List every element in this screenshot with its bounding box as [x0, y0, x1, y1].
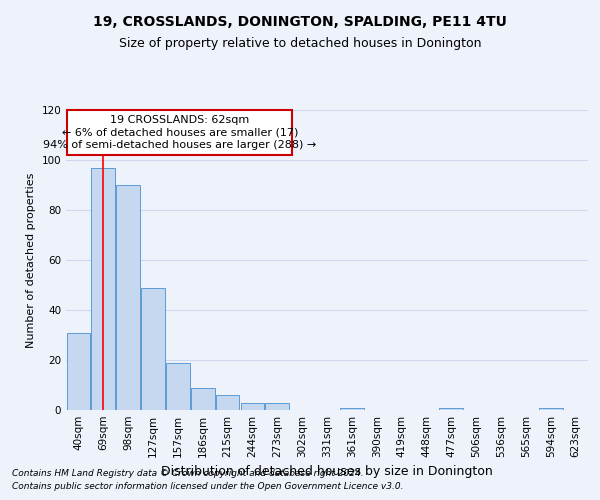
Bar	[141, 288, 165, 410]
Text: ← 6% of detached houses are smaller (17): ← 6% of detached houses are smaller (17)	[62, 128, 298, 138]
Bar	[340, 408, 364, 410]
Bar	[439, 408, 463, 410]
Text: Size of property relative to detached houses in Donington: Size of property relative to detached ho…	[119, 38, 481, 51]
Text: 94% of semi-detached houses are larger (288) →: 94% of semi-detached houses are larger (…	[43, 140, 316, 150]
Bar	[539, 408, 563, 410]
Y-axis label: Number of detached properties: Number of detached properties	[26, 172, 36, 348]
Bar	[241, 402, 264, 410]
Bar	[191, 388, 215, 410]
Bar	[91, 168, 115, 410]
X-axis label: Distribution of detached houses by size in Donington: Distribution of detached houses by size …	[161, 466, 493, 478]
Bar	[265, 402, 289, 410]
Text: 19 CROSSLANDS: 62sqm: 19 CROSSLANDS: 62sqm	[110, 115, 250, 125]
Text: Contains public sector information licensed under the Open Government Licence v3: Contains public sector information licen…	[12, 482, 404, 491]
Bar	[216, 395, 239, 410]
Bar	[67, 332, 90, 410]
Bar	[116, 185, 140, 410]
Text: Contains HM Land Registry data © Crown copyright and database right 2024.: Contains HM Land Registry data © Crown c…	[12, 468, 364, 477]
Bar	[166, 362, 190, 410]
FancyBboxPatch shape	[67, 110, 292, 155]
Text: 19, CROSSLANDS, DONINGTON, SPALDING, PE11 4TU: 19, CROSSLANDS, DONINGTON, SPALDING, PE1…	[93, 15, 507, 29]
